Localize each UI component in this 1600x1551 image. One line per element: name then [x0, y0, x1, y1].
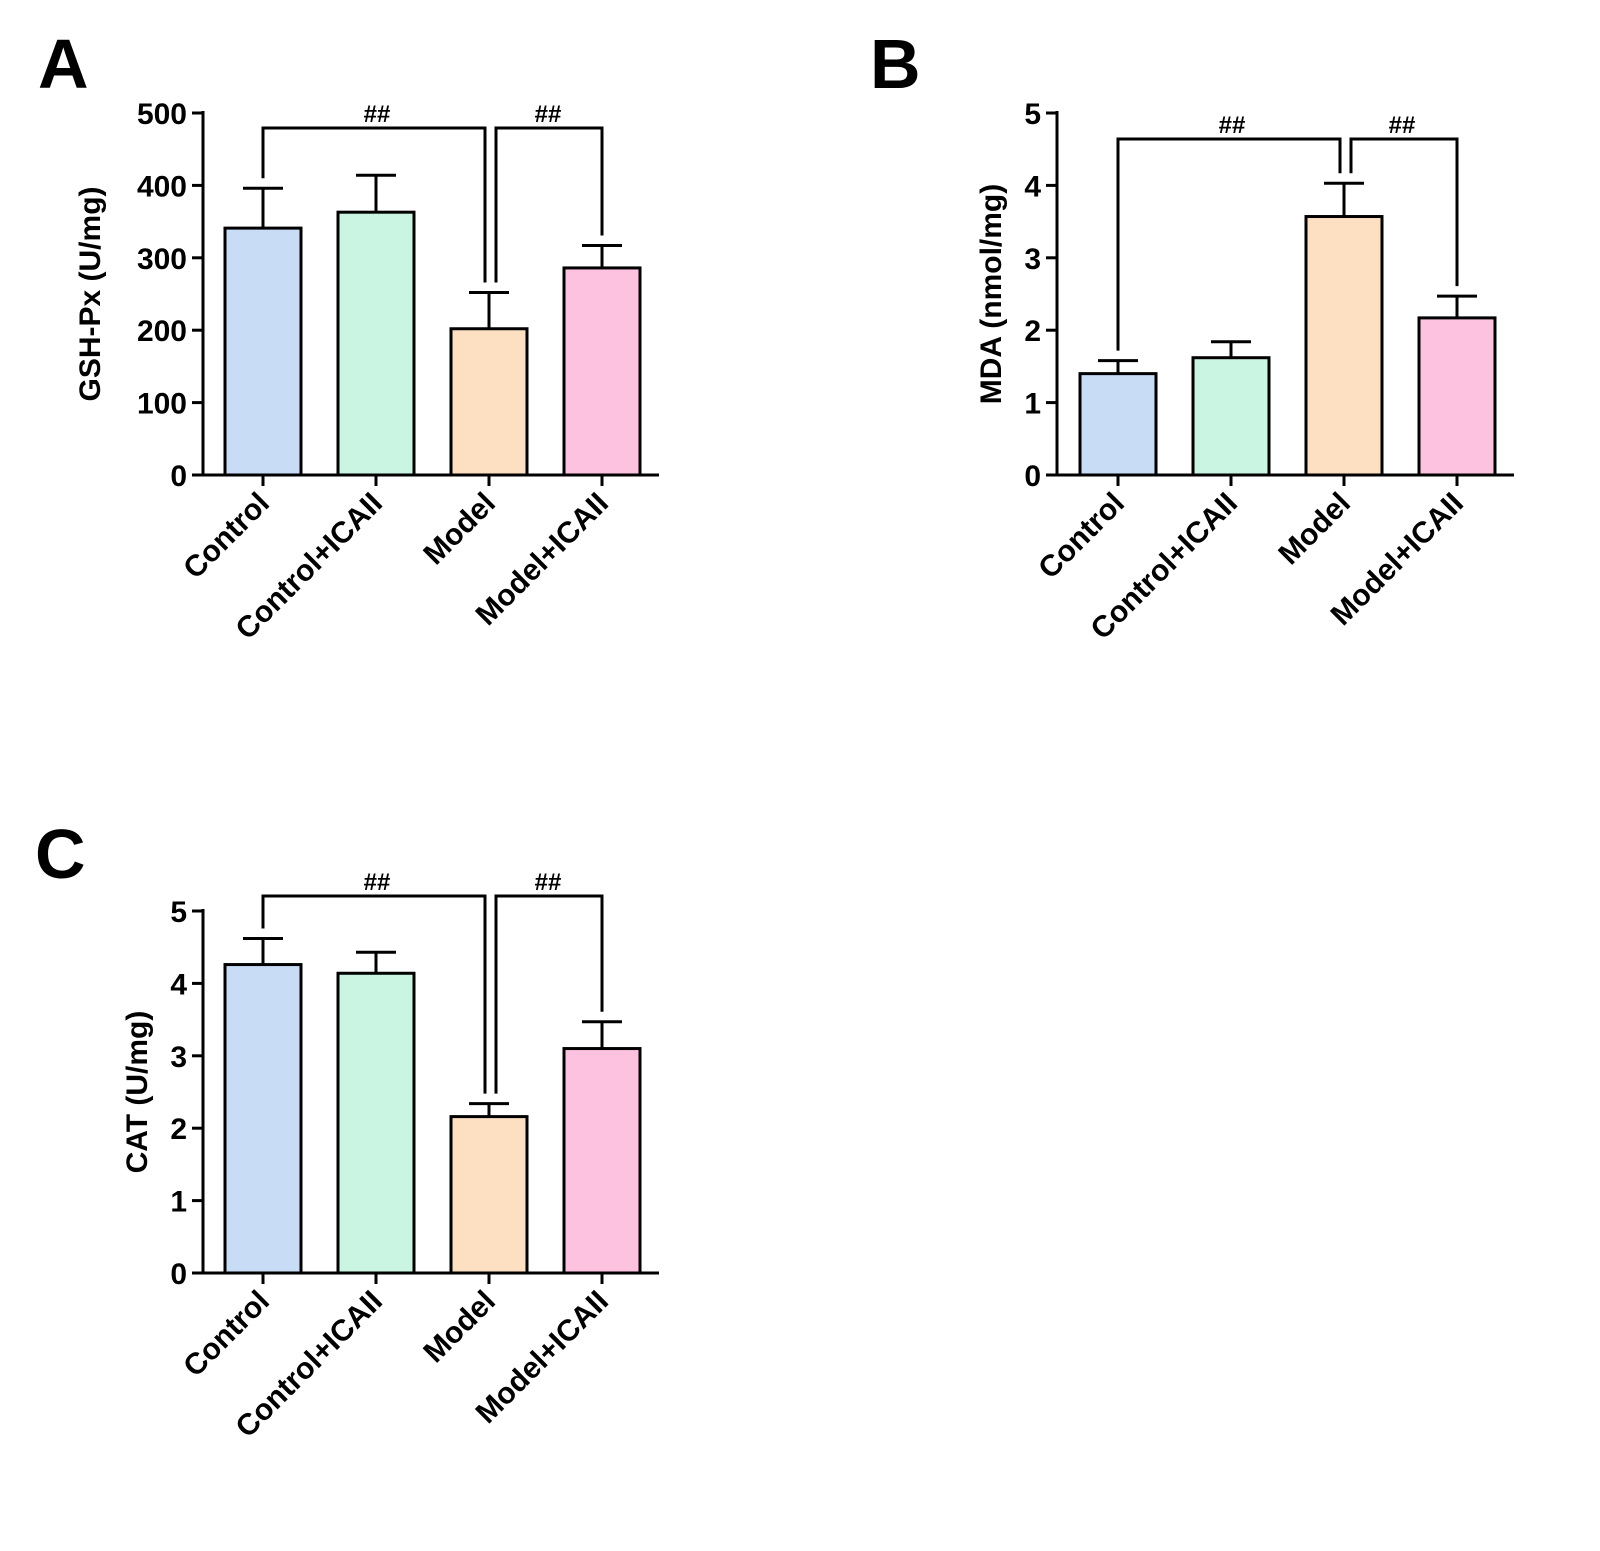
y-axis-label: MDA (nmol/mg): [975, 184, 1008, 405]
significance-bracket: [261, 126, 487, 283]
bar-control: [1078, 372, 1158, 477]
y-tick-label: 0: [170, 460, 187, 493]
significance-label: ##: [1219, 112, 1246, 139]
y-tick-label: 1: [1024, 388, 1041, 421]
significance-bracket: [261, 894, 487, 1094]
significance-label: ##: [1389, 112, 1416, 139]
y-axis-label: GSH-Px (U/mg): [74, 186, 107, 401]
panel-letter: B: [870, 25, 921, 103]
bar-model-plus-icaii: [1417, 316, 1497, 477]
y-tick-label: 4: [1024, 170, 1041, 203]
x-tick-label: Control: [177, 1285, 276, 1384]
bar-model: [449, 327, 529, 477]
bar-control-plus-icaii: [336, 210, 416, 477]
y-tick-label: 500: [137, 98, 187, 131]
bar-model-plus-icaii: [562, 1047, 642, 1275]
y-tick-label: 3: [1024, 243, 1041, 276]
significance-label: ##: [364, 101, 391, 128]
significance-bracket: [494, 126, 604, 283]
bar-model: [449, 1115, 529, 1275]
x-tick-label: Model: [417, 1285, 502, 1370]
y-tick-label: 2: [170, 1113, 187, 1146]
y-axis-label: CAT (U/mg): [121, 1011, 154, 1174]
bar-control: [223, 963, 303, 1275]
y-tick-label: 400: [137, 170, 187, 203]
panel-letter: A: [38, 25, 89, 103]
y-tick-label: 1: [170, 1186, 187, 1219]
significance-bracket: [1116, 137, 1342, 351]
significance-bracket: [494, 894, 604, 1094]
x-tick-label: Control: [1032, 487, 1131, 586]
bar-model: [1304, 215, 1384, 477]
y-tick-label: 4: [170, 968, 187, 1001]
significance-bracket: [1349, 137, 1459, 287]
x-tick-label: Model: [1272, 487, 1357, 572]
y-tick-label: 0: [1024, 460, 1041, 493]
y-tick-label: 2: [1024, 315, 1041, 348]
bar-control: [223, 226, 303, 477]
y-tick-label: 200: [137, 315, 187, 348]
panel-letter: C: [35, 815, 86, 893]
significance-label: ##: [535, 101, 562, 128]
significance-label: ##: [535, 869, 562, 896]
y-tick-label: 0: [170, 1258, 187, 1291]
y-tick-label: 100: [137, 388, 187, 421]
significance-label: ##: [364, 869, 391, 896]
x-tick-label: Model: [417, 487, 502, 572]
y-tick-label: 5: [1024, 98, 1041, 131]
y-tick-label: 5: [170, 896, 187, 929]
bar-control-plus-icaii: [336, 971, 416, 1275]
x-tick-label: Control: [177, 487, 276, 586]
y-tick-label: 300: [137, 243, 187, 276]
bar-control-plus-icaii: [1191, 356, 1271, 477]
y-tick-label: 3: [170, 1041, 187, 1074]
bar-model-plus-icaii: [562, 266, 642, 477]
